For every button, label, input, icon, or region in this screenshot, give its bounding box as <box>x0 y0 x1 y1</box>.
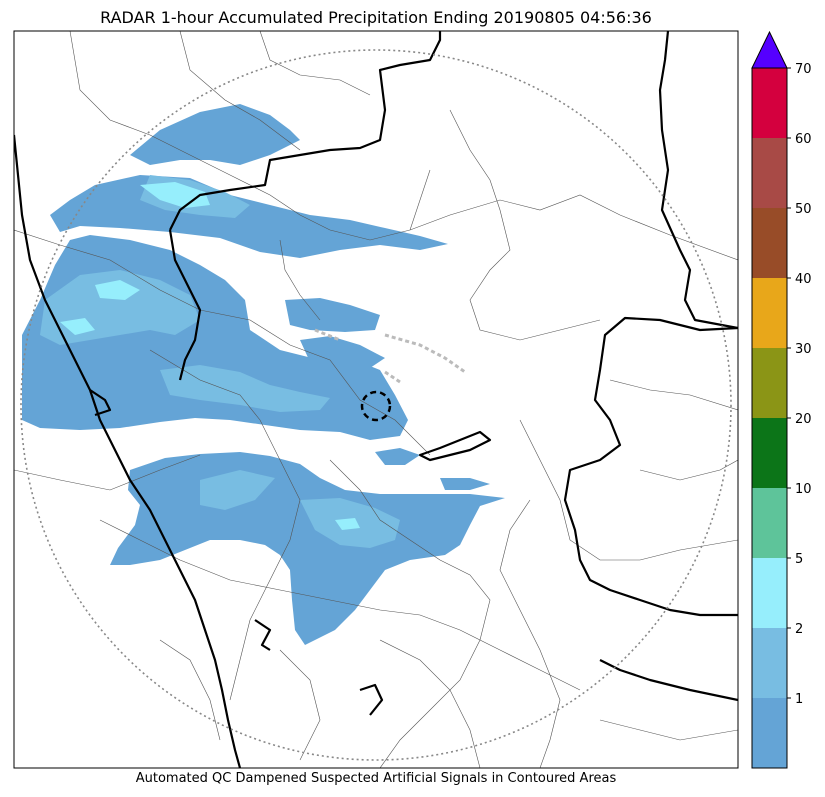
map-title: RADAR 1-hour Accumulated Precipitation E… <box>100 8 652 27</box>
colorbar-extend-arrow <box>751 30 788 69</box>
colorbar-bin-2 <box>752 558 787 628</box>
colorbar-bin-8 <box>752 138 787 208</box>
colorbar-tick-label: 30 <box>795 342 812 357</box>
colorbar-bin-3 <box>752 488 787 558</box>
colorbar-tick-label: 50 <box>795 202 812 217</box>
colorbar-outline <box>751 67 788 769</box>
qc-footnote: Automated QC Dampened Suspected Artifici… <box>135 771 617 786</box>
precip-heavy-rain <box>60 182 360 530</box>
colorbar-tick-label: 40 <box>795 272 812 287</box>
radar-map <box>13 30 739 769</box>
colorbar-bin-6 <box>752 278 787 348</box>
colorbar-tick-label: 70 <box>795 62 812 77</box>
colorbar-bin-7 <box>752 208 787 278</box>
colorbar-tick-label: 10 <box>795 482 812 497</box>
qc-contoured-areas <box>314 328 466 384</box>
range-ring <box>20 49 732 761</box>
colorbar-tick-label: 60 <box>795 132 812 147</box>
map-frame <box>13 30 739 769</box>
district-borders <box>14 31 738 768</box>
colorbar-tick-label: 20 <box>795 412 812 427</box>
colorbar-bin-9 <box>752 68 787 138</box>
colorbar-bin-4 <box>752 418 787 488</box>
colorbar-bin-0 <box>752 698 787 768</box>
radar-site-marker <box>360 390 392 422</box>
colorbar-tick-label: 1 <box>795 692 803 707</box>
colorbar-bin-5 <box>752 348 787 418</box>
state-borders <box>14 31 738 768</box>
colorbar-tick-label: 2 <box>795 622 803 637</box>
colorbar-bin-1 <box>752 628 787 698</box>
colorbar-tick-label: 5 <box>795 552 803 567</box>
